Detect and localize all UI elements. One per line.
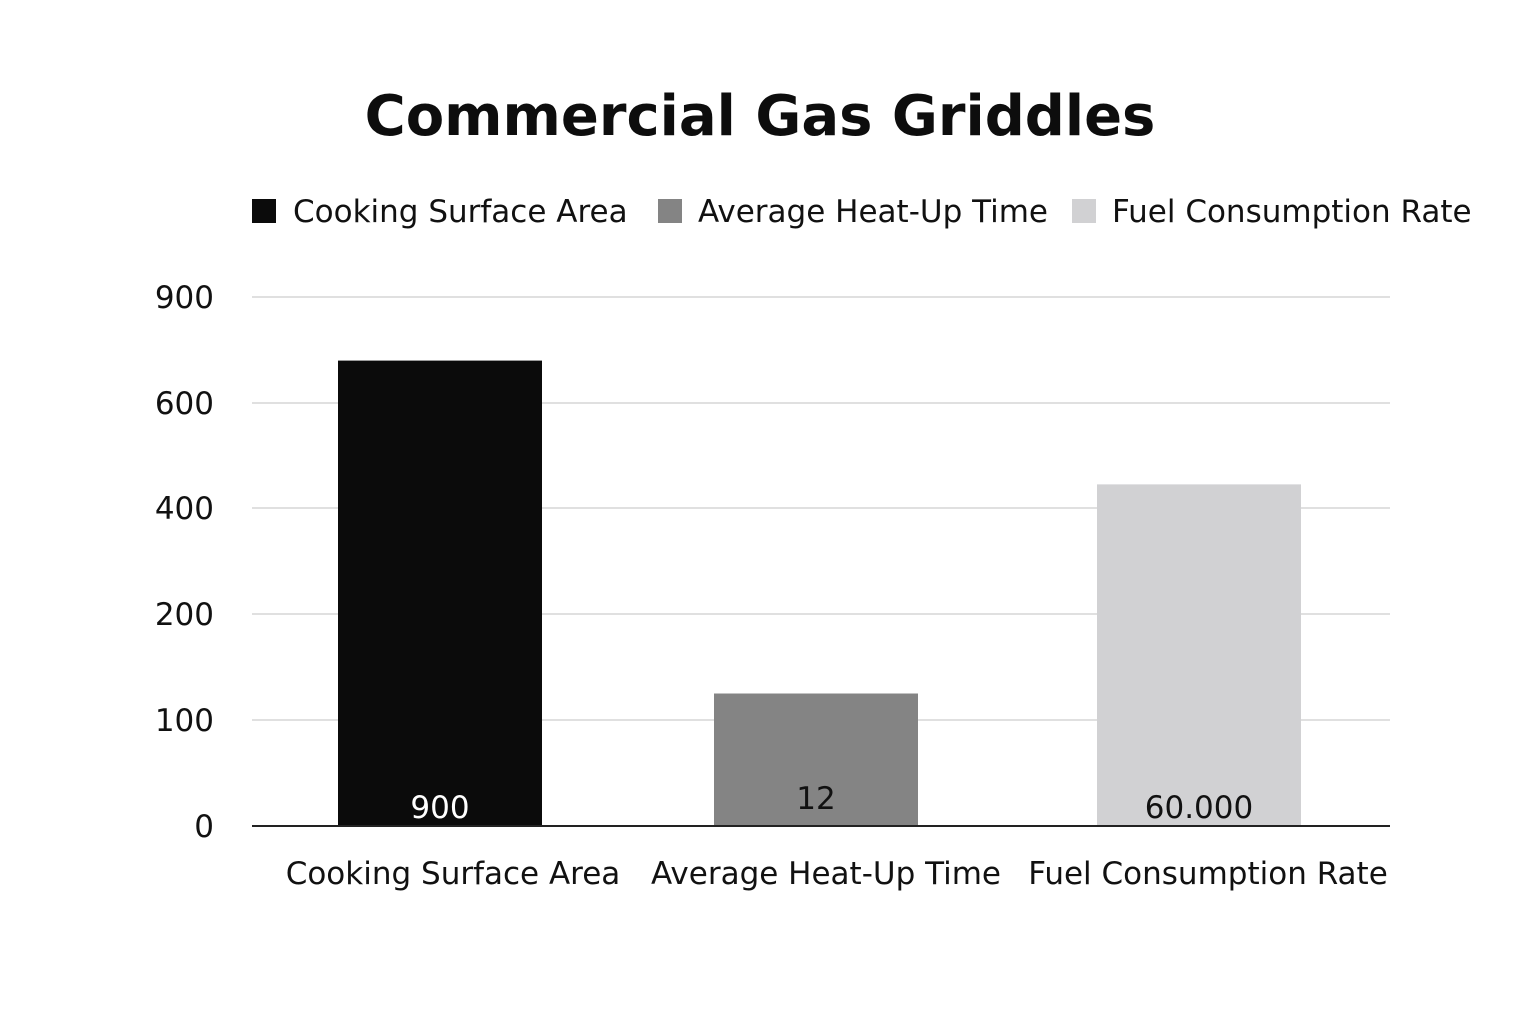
- chart-title: Commercial Gas Griddles: [365, 84, 1156, 149]
- y-tick-label: 200: [155, 597, 214, 633]
- y-tick-label: 600: [155, 386, 214, 422]
- legend-item: Cooking Surface Area: [252, 194, 628, 230]
- legend-swatch: [658, 199, 682, 223]
- legend-item: Average Heat-Up Time: [658, 194, 1048, 230]
- y-axis: 0 100 200 400 600 900: [155, 280, 214, 845]
- legend: Cooking Surface Area Average Heat-Up Time…: [252, 194, 1472, 230]
- legend-label: Average Heat-Up Time: [698, 194, 1048, 230]
- x-tick-label: Average Heat-Up Time: [651, 856, 1001, 892]
- legend-swatch: [1072, 199, 1096, 223]
- x-tick-label: Fuel Consumption Rate: [1028, 856, 1388, 892]
- bars: 900 12 60.000: [338, 360, 1301, 826]
- y-tick-label: 100: [155, 703, 214, 739]
- y-tick-label: 400: [155, 491, 214, 527]
- data-label: 60.000: [1145, 790, 1253, 826]
- bar: [714, 693, 918, 826]
- y-tick-label: 900: [155, 280, 214, 316]
- bar: [338, 360, 542, 826]
- y-tick-label: 0: [194, 809, 214, 845]
- x-axis: Cooking Surface Area Average Heat-Up Time…: [286, 856, 1388, 892]
- data-label: 900: [410, 790, 469, 826]
- x-tick-label: Cooking Surface Area: [286, 856, 621, 892]
- legend-label: Fuel Consumption Rate: [1112, 194, 1472, 230]
- bar: [1097, 484, 1301, 826]
- legend-item: Fuel Consumption Rate: [1072, 194, 1472, 230]
- legend-label: Cooking Surface Area: [293, 194, 628, 230]
- data-label: 12: [796, 781, 835, 817]
- legend-swatch: [252, 199, 276, 223]
